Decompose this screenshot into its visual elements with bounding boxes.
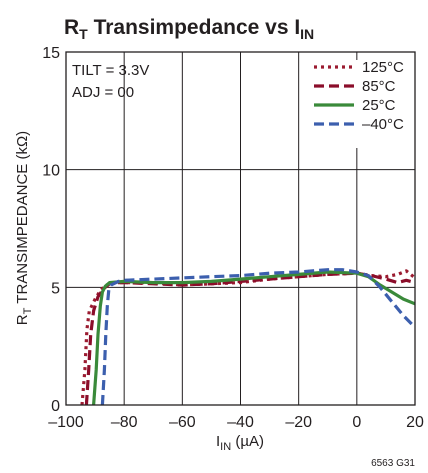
y-axis-label-sub: T (22, 307, 34, 314)
x-tick-label: 20 (406, 414, 424, 431)
legend-label: 25°C (362, 97, 396, 114)
chart-title-mid: Transimpedance vs I (88, 16, 300, 39)
series-line (92, 270, 416, 406)
series-line (84, 271, 416, 406)
x-axis-label-main: I (216, 433, 220, 450)
y-tick-label: 0 (51, 398, 60, 415)
plot-frame (65, 51, 416, 406)
legend-label: 125°C (362, 59, 404, 76)
x-axis-label-unit: (µA) (231, 433, 264, 450)
x-axis-label: IIN (µA) (216, 433, 264, 453)
chart-title: RT Transimpedance vs IIN (64, 16, 314, 42)
series-line (80, 269, 417, 406)
tick-labels: –100 –80 –60 –40 –20 0 20 0 5 10 15 (42, 45, 424, 431)
legend: 125°C 85°C 25°C –40°C (310, 59, 410, 148)
y-axis-label-main: R (14, 314, 31, 325)
y-axis-label-rest: TRANSIMPEDANCE (kΩ) (14, 131, 31, 308)
y-tick-label: 15 (42, 45, 60, 62)
annotation-tilt: TILT = 3.3V (72, 62, 149, 79)
x-tick-label: 0 (352, 414, 361, 431)
x-axis-label-sub: IN (220, 441, 231, 453)
legend-label: –40°C (362, 116, 404, 133)
legend-label: 85°C (362, 78, 396, 95)
series-line (100, 268, 417, 406)
chart-title-main: R (64, 16, 79, 39)
y-axis-label: RT TRANSIMPEDANCE (kΩ) (14, 131, 34, 325)
chart-title-sub2: IN (300, 26, 314, 42)
x-tick-label: –20 (285, 414, 312, 431)
y-tick-label: 5 (51, 280, 60, 297)
annotation-adj: ADJ = 00 (72, 84, 134, 101)
x-tick-label: –100 (48, 414, 84, 431)
x-tick-label: –60 (169, 414, 196, 431)
y-tick-label: 10 (42, 163, 60, 180)
x-tick-label: –80 (111, 414, 138, 431)
series-layer (80, 268, 417, 406)
x-tick-label: –40 (227, 414, 254, 431)
figure-code: 6563 G31 (371, 458, 415, 469)
chart-title-sub: T (79, 26, 88, 42)
